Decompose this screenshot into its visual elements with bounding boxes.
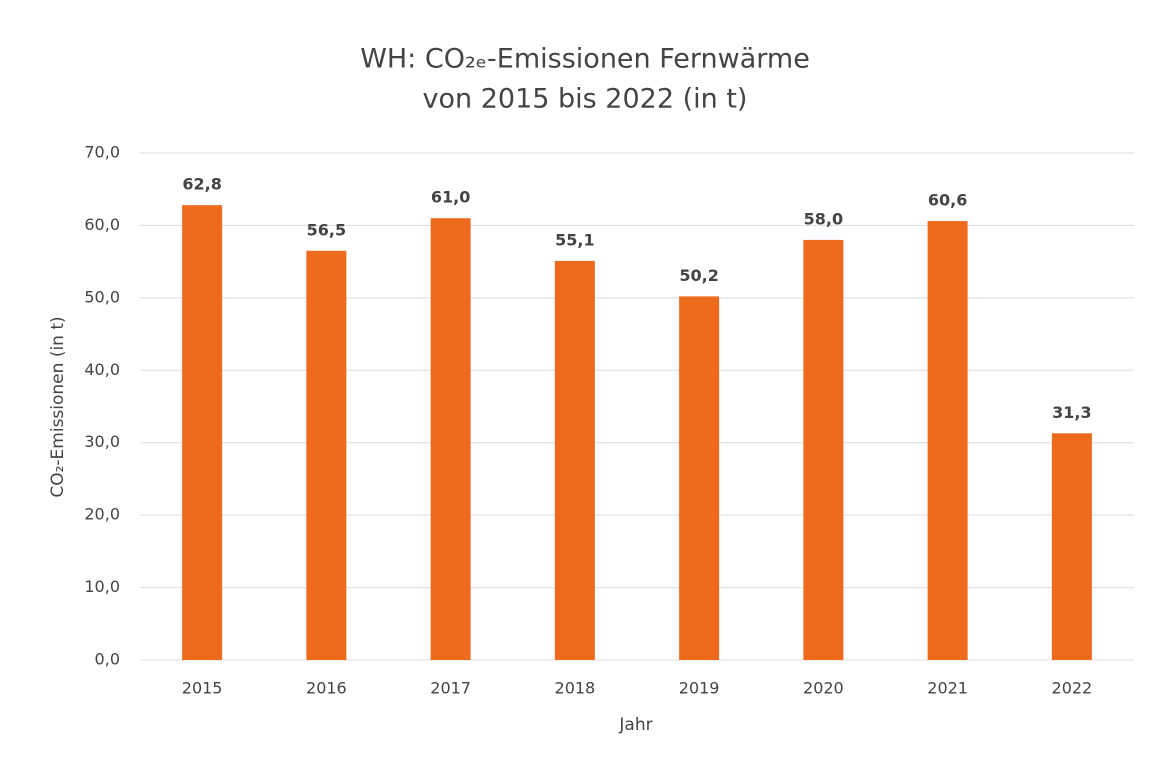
- y-axis-label: CO₂-Emissionen (in t): [48, 316, 68, 497]
- bar: [1051, 433, 1092, 660]
- x-tick-label: 2018: [555, 679, 596, 698]
- data-label: 60,6: [928, 191, 967, 210]
- data-label: 56,5: [307, 220, 346, 239]
- data-label: 61,0: [431, 188, 470, 207]
- y-tick-label: 0,0: [95, 650, 120, 669]
- bar: [927, 221, 968, 660]
- data-label: 55,1: [555, 230, 594, 249]
- y-tick-label: 20,0: [84, 505, 120, 524]
- bar: [306, 250, 347, 660]
- y-tick-label: 60,0: [84, 215, 120, 234]
- x-tick-label: 2017: [430, 679, 471, 698]
- data-label: 50,2: [679, 266, 718, 285]
- y-tick-label: 70,0: [84, 143, 120, 162]
- x-tick-label: 2019: [679, 679, 720, 698]
- bar: [430, 218, 471, 660]
- bar: [803, 239, 844, 660]
- x-axis-label: Jahr: [618, 715, 652, 735]
- bar: [554, 260, 595, 660]
- x-tick-label: 2020: [803, 679, 844, 698]
- x-tick-label: 2022: [1052, 679, 1093, 698]
- y-tick-label: 10,0: [84, 577, 120, 596]
- x-tick-label: 2016: [306, 679, 347, 698]
- bar: [182, 205, 223, 661]
- y-tick-label: 40,0: [84, 360, 120, 379]
- data-label: 62,8: [182, 175, 221, 194]
- x-tick-label: 2015: [182, 679, 223, 698]
- x-tick-label: 2021: [927, 679, 968, 698]
- y-tick-label: 30,0: [84, 432, 120, 451]
- data-label: 31,3: [1052, 403, 1091, 422]
- data-label: 58,0: [804, 209, 843, 228]
- bar: [679, 296, 720, 660]
- chart-title: WH: CO₂ₑ-Emissionen Fernwärme: [360, 44, 810, 75]
- chart-subtitle: von 2015 bis 2022 (in t): [423, 84, 748, 115]
- y-tick-label: 50,0: [84, 287, 120, 306]
